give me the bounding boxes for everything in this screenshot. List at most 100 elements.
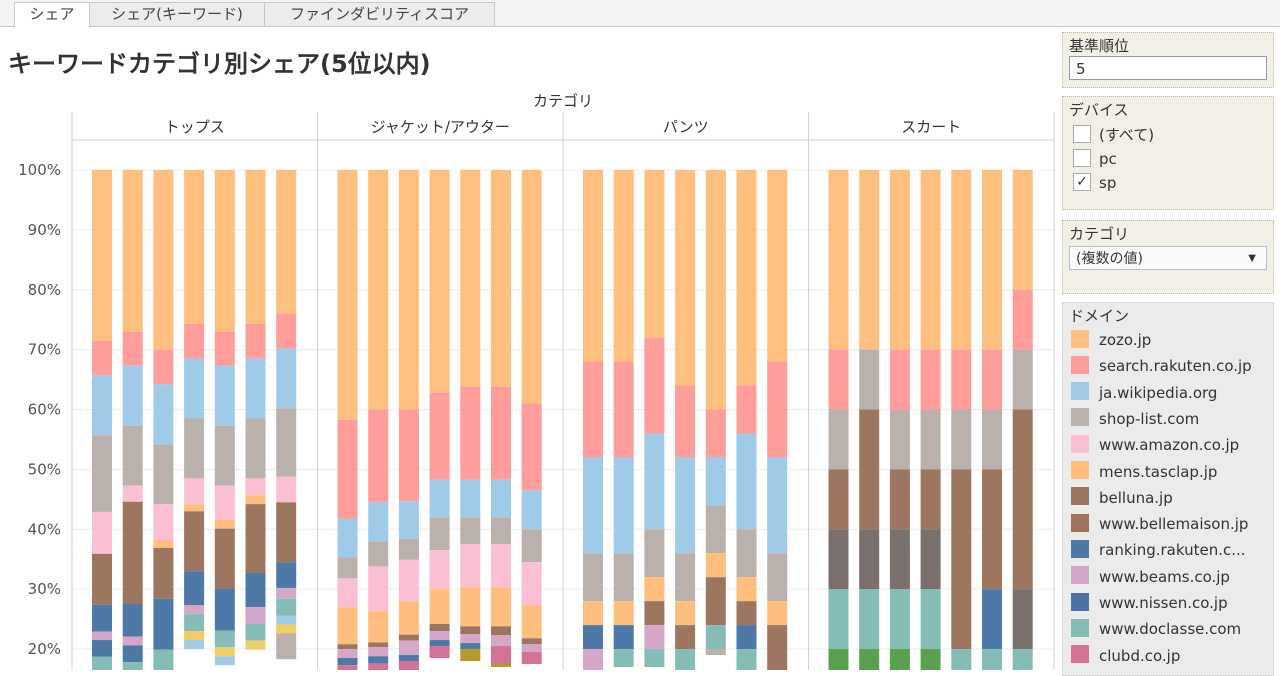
bar-segment bbox=[122, 170, 143, 332]
bar-segment bbox=[245, 640, 266, 650]
category-select[interactable]: (複数の値) ▼ bbox=[1069, 246, 1267, 270]
rank-input[interactable]: 5 bbox=[1069, 56, 1267, 80]
y-tick-label: 70% bbox=[28, 341, 61, 359]
bar-segment bbox=[429, 392, 450, 480]
legend-item[interactable]: www.beams.co.jp bbox=[1071, 566, 1230, 588]
checkbox-sp[interactable]: ✓ bbox=[1073, 172, 1091, 191]
legend-swatch bbox=[1071, 618, 1089, 637]
bar-segment bbox=[859, 529, 880, 590]
y-tick-label: 60% bbox=[28, 401, 61, 419]
bar-segment bbox=[337, 607, 358, 645]
bar-segment bbox=[398, 661, 419, 670]
device-option-label: pc bbox=[1099, 150, 1117, 168]
legend-item[interactable]: ranking.rakuten.c... bbox=[1071, 539, 1246, 561]
bar-segment bbox=[460, 386, 481, 480]
bar-segment bbox=[245, 323, 266, 359]
bar-segment bbox=[491, 635, 511, 647]
bar-segment bbox=[767, 457, 788, 554]
bar-segment bbox=[398, 601, 419, 635]
bar-segment bbox=[460, 479, 481, 518]
legend-item[interactable]: belluna.jp bbox=[1071, 487, 1173, 509]
bar-segment bbox=[1012, 409, 1033, 590]
bar-segment bbox=[122, 331, 143, 366]
legend-item[interactable]: www.nissen.co.jp bbox=[1071, 592, 1228, 614]
bar-segment bbox=[675, 601, 696, 626]
legend-label: www.beams.co.jp bbox=[1099, 567, 1230, 586]
device-option-pc[interactable]: pc bbox=[1073, 148, 1117, 170]
bar-segment bbox=[491, 170, 511, 387]
checkbox-all[interactable] bbox=[1073, 124, 1091, 143]
bar-segment bbox=[92, 340, 112, 376]
bar-segment bbox=[736, 170, 757, 386]
bar-segment bbox=[122, 365, 143, 426]
bar-segment bbox=[491, 587, 511, 627]
tab-share-keyword[interactable]: シェア(キーワード) bbox=[89, 2, 265, 26]
bar-segment bbox=[398, 640, 419, 656]
bar-segment bbox=[276, 624, 297, 634]
device-option-label: sp bbox=[1099, 174, 1117, 192]
bar-segment bbox=[859, 170, 880, 350]
bar-segment bbox=[889, 469, 910, 530]
legend-label: www.amazon.co.jp bbox=[1099, 436, 1240, 455]
bar-segment bbox=[337, 578, 358, 608]
bar-segment bbox=[675, 457, 696, 554]
bar-segment bbox=[337, 649, 358, 659]
legend-item[interactable]: www.bellemaison.jp bbox=[1071, 513, 1248, 535]
bar-segment bbox=[398, 538, 419, 560]
bar-segment bbox=[889, 649, 910, 670]
legend-item[interactable]: shop-list.com bbox=[1071, 408, 1199, 430]
bar-segment bbox=[153, 547, 174, 599]
bar-segment bbox=[889, 529, 910, 590]
tab-share[interactable]: シェア bbox=[14, 2, 90, 27]
bar-segment bbox=[337, 170, 358, 420]
bar-segment bbox=[644, 601, 665, 626]
legend-swatch bbox=[1071, 434, 1089, 453]
bar-segment bbox=[982, 469, 1002, 590]
bar-segment bbox=[460, 649, 481, 662]
bar-segment bbox=[613, 601, 634, 626]
bar-segment bbox=[1012, 649, 1033, 670]
bar-segment bbox=[214, 528, 235, 589]
bar-segment bbox=[705, 649, 726, 656]
bar-segment bbox=[398, 409, 419, 502]
checkbox-pc[interactable] bbox=[1073, 148, 1091, 167]
bar-segment bbox=[859, 409, 880, 530]
bar-segment bbox=[951, 170, 972, 350]
bar-segment bbox=[368, 611, 389, 643]
bar-segment bbox=[429, 646, 450, 659]
legend-item[interactable]: ja.wikipedia.org bbox=[1071, 382, 1217, 404]
bar-segment bbox=[767, 553, 788, 602]
legend-item[interactable]: www.amazon.co.jp bbox=[1071, 434, 1239, 456]
tab-bar: シェア シェア(キーワード) ファインダビリティスコア bbox=[0, 0, 1280, 27]
legend-item[interactable]: zozo.jp bbox=[1071, 329, 1151, 351]
bar-segment bbox=[276, 476, 297, 503]
bar-segment bbox=[920, 349, 941, 410]
bar-segment bbox=[153, 540, 174, 548]
bar-segment bbox=[276, 408, 297, 477]
bar-segment bbox=[491, 517, 511, 545]
legend-label: www.nissen.co.jp bbox=[1099, 594, 1228, 612]
bar-segment bbox=[675, 385, 696, 458]
legend-item[interactable]: mens.tasclap.jp bbox=[1071, 461, 1217, 483]
legend-label: search.rakuten.co.jp bbox=[1099, 357, 1252, 376]
legend-label: www.bellemaison.jp bbox=[1099, 515, 1249, 534]
device-option-sp[interactable]: ✓ sp bbox=[1073, 172, 1116, 194]
tab-findability-score[interactable]: ファインダビリティスコア bbox=[264, 2, 495, 26]
bar-segment bbox=[337, 518, 358, 558]
bar-segment bbox=[491, 664, 511, 668]
device-option-all[interactable]: (すべて) bbox=[1073, 124, 1154, 146]
bar-segment bbox=[276, 562, 297, 588]
bar-segment bbox=[276, 615, 297, 625]
bar-segment bbox=[583, 361, 603, 458]
device-filter-panel: デバイス (すべて) pc ✓ sp bbox=[1062, 96, 1274, 210]
legend-item[interactable]: www.doclasse.com bbox=[1071, 618, 1241, 640]
legend-item[interactable]: clubd.co.jp bbox=[1071, 645, 1180, 667]
bar-segment bbox=[214, 365, 235, 426]
category-label: パンツ bbox=[663, 118, 709, 136]
category-filter-title: カテゴリ bbox=[1069, 225, 1130, 243]
bar-segment bbox=[92, 631, 112, 641]
y-tick-label: 100% bbox=[18, 161, 61, 179]
bar-segment bbox=[644, 433, 665, 530]
bar-segment bbox=[767, 361, 788, 458]
legend-item[interactable]: search.rakuten.co.jp bbox=[1071, 355, 1252, 377]
